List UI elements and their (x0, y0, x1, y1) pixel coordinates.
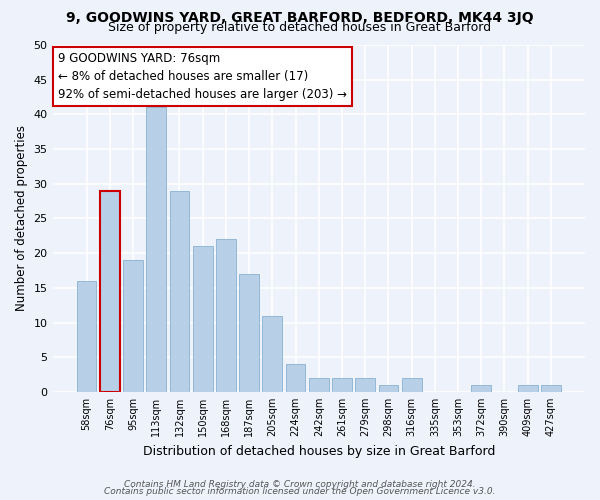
Bar (146, 108, 166, 392)
X-axis label: Distribution of detached houses by size in Great Barford: Distribution of detached houses by size … (143, 444, 495, 458)
Bar (77, 281, 97, 392)
Y-axis label: Number of detached properties: Number of detached properties (15, 126, 28, 312)
Text: 9 GOODWINS YARD: 76sqm
← 8% of detached houses are smaller (17)
92% of semi-deta: 9 GOODWINS YARD: 76sqm ← 8% of detached … (58, 52, 347, 101)
Text: 9, GOODWINS YARD, GREAT BARFORD, BEDFORD, MK44 3JQ: 9, GOODWINS YARD, GREAT BARFORD, BEDFORD… (66, 11, 534, 25)
Bar (518, 385, 538, 392)
Bar (216, 240, 236, 392)
Bar (286, 364, 305, 392)
Bar (402, 378, 422, 392)
Bar (355, 378, 375, 392)
Bar (541, 385, 561, 392)
Bar (262, 316, 282, 392)
Text: Contains public sector information licensed under the Open Government Licence v3: Contains public sector information licen… (104, 487, 496, 496)
Bar (170, 190, 190, 392)
Bar (472, 385, 491, 392)
Bar (100, 190, 119, 392)
Bar (123, 260, 143, 392)
Bar (379, 385, 398, 392)
Bar (193, 246, 212, 392)
Text: Contains HM Land Registry data © Crown copyright and database right 2024.: Contains HM Land Registry data © Crown c… (124, 480, 476, 489)
Bar (332, 378, 352, 392)
Text: Size of property relative to detached houses in Great Barford: Size of property relative to detached ho… (109, 22, 491, 35)
Bar (309, 378, 329, 392)
Bar (239, 274, 259, 392)
